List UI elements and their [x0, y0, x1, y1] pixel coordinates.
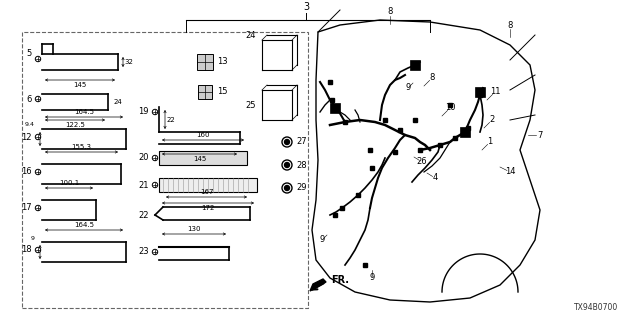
- Text: 17: 17: [21, 204, 32, 212]
- Text: 2: 2: [490, 116, 495, 124]
- Text: 22: 22: [166, 116, 175, 123]
- Text: 9: 9: [405, 84, 411, 92]
- Text: 100.1: 100.1: [59, 180, 79, 186]
- Bar: [475, 87, 485, 97]
- Text: 21: 21: [138, 180, 149, 189]
- Text: 9: 9: [319, 236, 324, 244]
- Text: 9: 9: [369, 274, 374, 283]
- Circle shape: [154, 251, 157, 253]
- Text: 12: 12: [22, 132, 32, 141]
- Text: 130: 130: [188, 226, 201, 232]
- Bar: [159, 151, 247, 165]
- Text: 13: 13: [217, 58, 228, 67]
- Text: 5: 5: [27, 50, 32, 59]
- Circle shape: [154, 183, 157, 187]
- Circle shape: [35, 247, 40, 252]
- Text: 8: 8: [387, 7, 393, 17]
- Circle shape: [154, 110, 157, 114]
- Text: FR.: FR.: [331, 275, 349, 285]
- Bar: [198, 85, 212, 99]
- Text: TX94B0700: TX94B0700: [573, 303, 618, 313]
- Text: 155.3: 155.3: [72, 144, 92, 150]
- Circle shape: [36, 206, 40, 210]
- Text: 32: 32: [125, 59, 133, 65]
- Circle shape: [36, 98, 40, 100]
- Text: 29: 29: [296, 183, 307, 193]
- Text: 145: 145: [193, 156, 206, 162]
- Text: 164.5: 164.5: [74, 109, 94, 115]
- Text: 8: 8: [508, 20, 513, 29]
- Text: 164.5: 164.5: [74, 222, 94, 228]
- Text: 6: 6: [27, 94, 32, 103]
- Text: 26: 26: [417, 157, 428, 166]
- Bar: [330, 103, 340, 113]
- Text: 24: 24: [114, 99, 123, 105]
- Bar: [410, 60, 420, 70]
- Text: 23: 23: [138, 247, 149, 257]
- Circle shape: [285, 140, 289, 145]
- Circle shape: [35, 57, 40, 61]
- Text: 8: 8: [429, 74, 435, 83]
- Text: 28: 28: [296, 161, 307, 170]
- Circle shape: [36, 135, 40, 139]
- Text: 15: 15: [217, 87, 227, 97]
- Circle shape: [152, 250, 157, 254]
- Bar: [22, 32, 308, 308]
- Text: 9.4: 9.4: [25, 123, 35, 127]
- Circle shape: [285, 163, 289, 167]
- Text: 11: 11: [490, 87, 500, 97]
- Text: 22: 22: [138, 211, 149, 220]
- Circle shape: [36, 171, 40, 173]
- Circle shape: [35, 97, 40, 101]
- Text: 20: 20: [138, 154, 149, 163]
- Circle shape: [35, 170, 40, 174]
- Text: 160: 160: [196, 132, 210, 138]
- Bar: [159, 178, 257, 192]
- Text: 172: 172: [202, 205, 214, 211]
- Text: 145: 145: [74, 82, 86, 88]
- Text: 19: 19: [138, 108, 149, 116]
- Bar: [197, 54, 213, 70]
- Circle shape: [152, 156, 157, 161]
- Circle shape: [35, 205, 40, 211]
- Circle shape: [285, 186, 289, 190]
- Text: 25: 25: [246, 100, 256, 109]
- Text: 18: 18: [21, 245, 32, 254]
- Polygon shape: [310, 279, 326, 291]
- Text: 4: 4: [433, 173, 438, 182]
- Circle shape: [154, 156, 157, 159]
- Circle shape: [152, 182, 157, 188]
- Text: 9: 9: [31, 236, 35, 241]
- Circle shape: [152, 109, 157, 115]
- Text: 122.5: 122.5: [65, 122, 85, 128]
- Bar: [460, 127, 470, 137]
- Text: 16: 16: [21, 167, 32, 177]
- Text: 14: 14: [505, 167, 515, 177]
- Text: 7: 7: [538, 131, 543, 140]
- Text: 167: 167: [200, 189, 213, 195]
- Text: 27: 27: [296, 138, 307, 147]
- Circle shape: [35, 134, 40, 140]
- Text: 10: 10: [445, 103, 455, 113]
- Circle shape: [36, 58, 40, 60]
- Circle shape: [36, 249, 40, 252]
- Text: 1: 1: [488, 138, 493, 147]
- Text: 24: 24: [246, 30, 256, 39]
- Text: 3: 3: [303, 2, 309, 12]
